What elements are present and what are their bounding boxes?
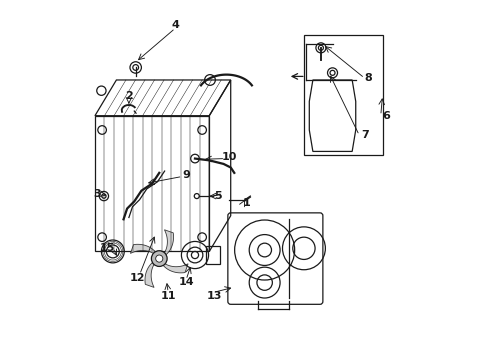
Circle shape <box>151 251 167 266</box>
Text: 7: 7 <box>361 130 368 140</box>
Polygon shape <box>130 244 155 253</box>
Polygon shape <box>165 230 173 255</box>
Text: 11: 11 <box>160 291 176 301</box>
Text: 2: 2 <box>125 91 133 101</box>
Bar <box>206 246 220 264</box>
Polygon shape <box>163 264 188 273</box>
Text: 10: 10 <box>221 152 237 162</box>
Text: 1: 1 <box>243 198 251 208</box>
Text: 12: 12 <box>130 273 146 283</box>
Polygon shape <box>145 262 154 287</box>
Text: 8: 8 <box>365 73 372 83</box>
Text: 15: 15 <box>100 243 115 253</box>
Text: 4: 4 <box>172 19 179 30</box>
Text: 6: 6 <box>382 111 390 121</box>
Circle shape <box>156 255 163 262</box>
Bar <box>304 35 383 155</box>
Text: 14: 14 <box>178 277 194 287</box>
Text: 5: 5 <box>215 191 222 201</box>
Text: 3: 3 <box>93 189 100 199</box>
Text: 13: 13 <box>207 291 222 301</box>
Text: 9: 9 <box>182 170 190 180</box>
